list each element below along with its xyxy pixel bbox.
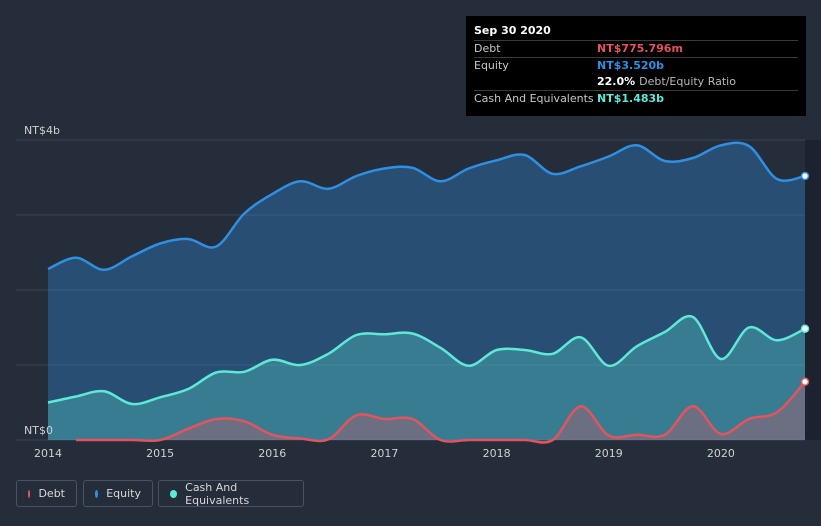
legend-debt[interactable]: Debt <box>16 480 77 507</box>
debt-line <box>76 380 806 444</box>
x-tick-label: 2019 <box>595 447 623 460</box>
y-tick-label: NT$0 <box>24 424 53 437</box>
tooltip-cash-label: Cash And Equivalents <box>474 92 594 105</box>
tooltip-equity-value: NT$3.520b <box>597 59 665 72</box>
tooltip-debt-label: Debt <box>474 42 501 55</box>
x-tick-label: 2015 <box>146 447 174 460</box>
debt-area <box>76 381 805 443</box>
tooltip-ratio-value: 22.0% <box>597 75 636 88</box>
x-tick-label: 2020 <box>707 447 735 460</box>
legend-equity-label: Equity <box>106 487 141 500</box>
equity-endpoint <box>800 171 810 181</box>
future-shade <box>805 140 821 440</box>
tooltip-ratio-label: Debt/Equity Ratio <box>639 75 736 88</box>
cash-and-equivalents-area <box>48 316 805 440</box>
cash-and-equivalents-endpoint <box>800 324 810 334</box>
x-tick-label: 2016 <box>258 447 286 460</box>
debt-endpoint <box>800 377 810 387</box>
x-tick-label: 2018 <box>483 447 511 460</box>
x-tick-label: 2014 <box>34 447 62 460</box>
equity-area <box>48 142 805 440</box>
legend-cash-label: Cash And Equivalents <box>185 480 250 507</box>
cash-and-equivalents-line <box>47 314 806 406</box>
tooltip-equity-label: Equity <box>474 59 509 72</box>
x-tick-label: 2017 <box>370 447 398 460</box>
equity-line <box>47 141 806 272</box>
y-tick-label: NT$4b <box>24 124 60 137</box>
equity-dot-icon <box>95 489 99 498</box>
cash-dot-icon <box>170 489 178 498</box>
tooltip-date: Sep 30 2020 <box>474 24 551 37</box>
legend-equity[interactable]: Equity <box>83 480 153 507</box>
legend-cash[interactable]: Cash And Equivalents <box>158 480 304 507</box>
debt-dot-icon <box>28 489 31 498</box>
tooltip-panel: Sep 30 2020 Debt NT$775.796m Equity NT$3… <box>466 16 806 116</box>
tooltip-cash-value: NT$1.483b <box>597 92 665 105</box>
legend-debt-label: Debt <box>38 487 65 500</box>
tooltip-debt-value: NT$775.796m <box>597 42 683 55</box>
